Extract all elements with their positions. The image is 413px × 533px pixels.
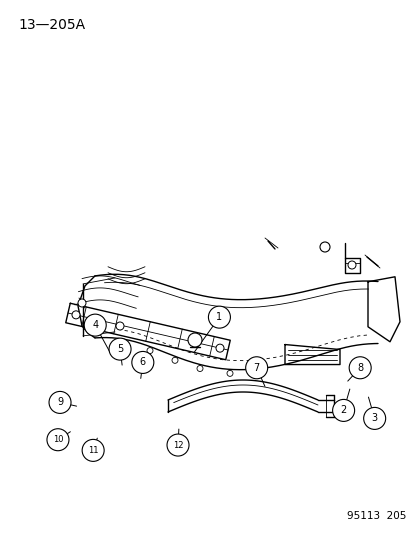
Circle shape xyxy=(116,322,124,330)
Text: 4: 4 xyxy=(92,320,98,330)
Text: 8: 8 xyxy=(356,363,362,373)
Text: 1: 1 xyxy=(216,312,222,322)
Circle shape xyxy=(171,357,178,364)
Circle shape xyxy=(348,357,370,379)
Circle shape xyxy=(82,439,104,462)
Circle shape xyxy=(131,351,154,374)
Circle shape xyxy=(166,434,189,456)
Circle shape xyxy=(197,366,202,372)
Circle shape xyxy=(226,370,233,376)
Circle shape xyxy=(319,242,329,252)
Text: 13—205A: 13—205A xyxy=(18,18,85,32)
Text: 5: 5 xyxy=(116,344,123,354)
Circle shape xyxy=(49,391,71,414)
Circle shape xyxy=(363,407,385,430)
Circle shape xyxy=(208,306,230,328)
Text: 11: 11 xyxy=(88,446,98,455)
Text: 10: 10 xyxy=(52,435,63,444)
Circle shape xyxy=(72,311,80,319)
Circle shape xyxy=(84,314,106,336)
Circle shape xyxy=(78,299,86,307)
Text: 7: 7 xyxy=(253,363,259,373)
Text: 3: 3 xyxy=(371,414,377,423)
Circle shape xyxy=(245,357,267,379)
Circle shape xyxy=(47,429,69,451)
Text: 12: 12 xyxy=(172,441,183,449)
Circle shape xyxy=(216,344,223,352)
Circle shape xyxy=(188,333,202,347)
Circle shape xyxy=(109,338,131,360)
Text: 95113  205: 95113 205 xyxy=(346,511,405,521)
Text: 6: 6 xyxy=(140,358,145,367)
Circle shape xyxy=(347,261,355,269)
Text: 2: 2 xyxy=(339,406,346,415)
Circle shape xyxy=(256,369,262,376)
Text: 9: 9 xyxy=(57,398,63,407)
Circle shape xyxy=(332,399,354,422)
Circle shape xyxy=(147,348,153,353)
